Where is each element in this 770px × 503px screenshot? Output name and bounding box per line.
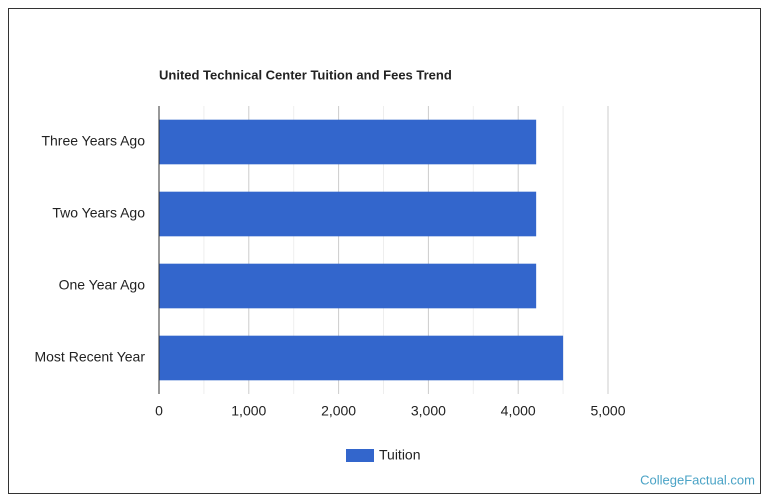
legend-label: Tuition: [379, 447, 421, 463]
y-tick-label: Three Years Ago: [41, 133, 145, 149]
x-tick-label: 1,000: [231, 403, 266, 419]
legend-swatch: [346, 449, 374, 462]
x-tick-label: 4,000: [501, 403, 536, 419]
x-tick-label: 2,000: [321, 403, 356, 419]
bar: [159, 119, 537, 165]
x-tick-label: 5,000: [590, 403, 625, 419]
y-tick-label: One Year Ago: [59, 277, 146, 293]
y-tick-label: Most Recent Year: [34, 349, 145, 365]
x-tick-label: 3,000: [411, 403, 446, 419]
bar: [159, 335, 564, 381]
bar: [159, 263, 537, 309]
frame: [8, 8, 761, 494]
bar: [159, 191, 537, 237]
x-tick-label: 0: [155, 403, 163, 419]
chart-title: United Technical Center Tuition and Fees…: [159, 67, 452, 82]
y-tick-label: Two Years Ago: [52, 205, 145, 221]
source[interactable]: CollegeFactual.com: [640, 472, 755, 487]
